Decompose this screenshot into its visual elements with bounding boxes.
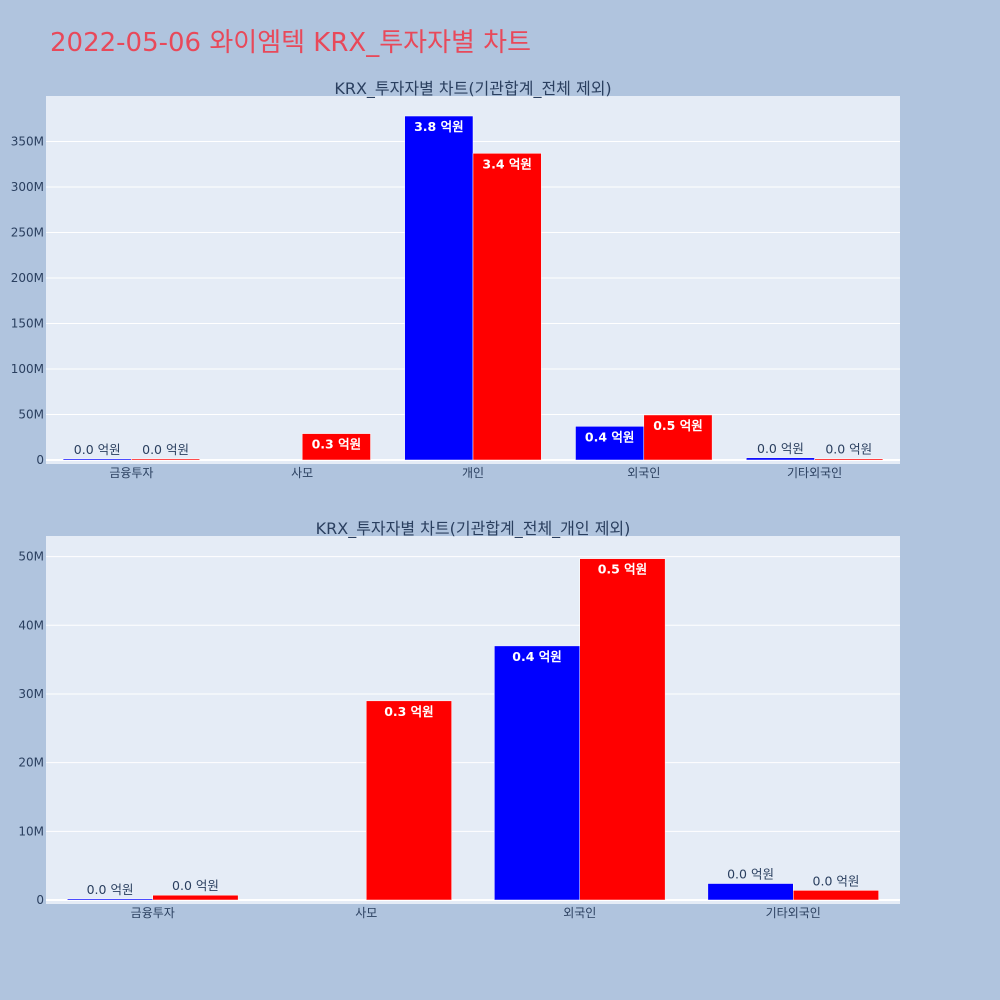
bar xyxy=(366,700,452,901)
x-tick-label: 외국인 xyxy=(563,906,596,920)
y-tick-label: 0 xyxy=(36,893,44,907)
bar xyxy=(814,458,884,461)
data-label: 0.0 억원 xyxy=(142,442,189,457)
x-tick-label: 사모 xyxy=(355,906,377,920)
bar xyxy=(472,153,542,461)
bar xyxy=(404,115,474,461)
data-label: 3.4 억원 xyxy=(482,156,532,171)
chart-bottom: 0 10M 20M 30M 40M 50M KRX_투자자별 차트(기관합계_전체_개인 제… xyxy=(18,519,900,920)
data-label: 0.0 억원 xyxy=(825,442,872,457)
bar xyxy=(301,433,371,461)
data-label: 3.8 억원 xyxy=(414,119,464,134)
y-tick-label: 250M xyxy=(11,226,44,240)
y-tick-label: 10M xyxy=(18,824,44,838)
data-label: 0.0 억원 xyxy=(87,882,134,897)
chart-top: 0 50M 100M 150M 200M 250M 300M 350M KRX_투자자별 차트(… xyxy=(11,79,900,480)
data-label: 0.5 억원 xyxy=(653,418,703,433)
chart-title: KRX_투자자별 차트(기관합계_전체 제외) xyxy=(334,79,611,99)
y-tick-label: 350M xyxy=(11,135,44,149)
data-label: 0.0 억원 xyxy=(727,867,774,882)
data-label: 0.0 억원 xyxy=(172,878,219,893)
x-tick-label: 금융투자 xyxy=(109,466,153,480)
x-tick-label: 기타외국인 xyxy=(766,906,821,920)
chart-title: KRX_투자자별 차트(기관합계_전체_개인 제외) xyxy=(316,519,631,539)
bar xyxy=(746,457,815,461)
data-label: 0.3 억원 xyxy=(384,704,434,719)
x-tick-label: 사모 xyxy=(291,466,313,480)
y-tick-label: 20M xyxy=(18,756,44,770)
y-tick-label: 50M xyxy=(18,408,44,422)
data-label: 0.5 억원 xyxy=(598,562,648,577)
y-tick-label: 150M xyxy=(11,317,44,331)
bar xyxy=(67,898,153,901)
y-tick-label: 30M xyxy=(18,687,44,701)
data-label: 0.0 억원 xyxy=(813,873,860,888)
bar xyxy=(707,883,794,901)
x-tick-label: 개인 xyxy=(462,466,484,480)
x-tick-label: 외국인 xyxy=(627,466,660,480)
bar xyxy=(494,645,581,901)
y-tick-label: 200M xyxy=(11,271,44,285)
bar xyxy=(62,458,132,461)
data-label: 0.4 억원 xyxy=(512,649,562,664)
data-label: 0.3 억원 xyxy=(312,437,362,452)
data-label: 0.0 억원 xyxy=(757,441,804,456)
plot-area xyxy=(46,536,900,904)
y-tick-label: 40M xyxy=(18,618,44,632)
x-tick-label: 금융투자 xyxy=(131,906,175,920)
data-label: 0.4 억원 xyxy=(585,429,635,444)
page-title: 2022-05-06 와이엠텍 KRX_투자자별 차트 xyxy=(50,28,532,58)
y-tick-label: 50M xyxy=(18,550,44,564)
data-label: 0.0 억원 xyxy=(74,442,121,457)
bar xyxy=(152,894,239,901)
y-tick-label: 100M xyxy=(11,362,44,376)
y-tick-label: 300M xyxy=(11,180,44,194)
bar xyxy=(643,414,713,461)
x-tick-label: 기타외국인 xyxy=(787,466,842,480)
bar xyxy=(131,458,200,461)
bar xyxy=(579,558,666,901)
bar xyxy=(793,890,879,901)
y-tick-label: 0 xyxy=(36,453,44,467)
